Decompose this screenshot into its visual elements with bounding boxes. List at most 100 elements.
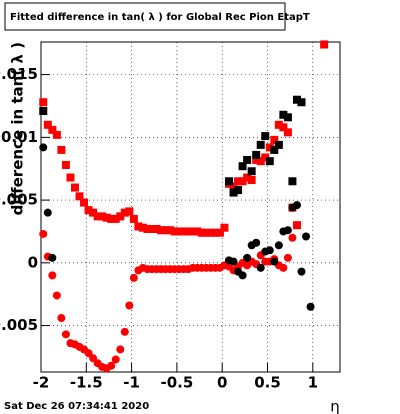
square-marker <box>39 98 48 107</box>
y-tick-label: 0.015 <box>0 65 38 83</box>
square-marker <box>283 128 292 137</box>
square-marker <box>157 226 166 235</box>
circle-marker <box>129 273 138 282</box>
square-marker <box>229 182 238 191</box>
circle-marker <box>265 246 274 255</box>
circle-marker <box>125 301 134 310</box>
square-marker <box>175 227 184 236</box>
x-tick-label: -1 <box>123 374 140 392</box>
square-marker <box>98 212 107 221</box>
footer-date: Sat Dec 26 07:34:41 2020 <box>4 401 149 412</box>
square-marker <box>202 228 211 237</box>
square-marker <box>48 125 57 134</box>
square-marker <box>320 40 329 49</box>
circle-marker <box>107 361 116 370</box>
square-marker <box>238 162 247 171</box>
circle-marker <box>238 271 247 280</box>
x-tick-label: -2 <box>33 374 50 392</box>
square-marker <box>70 183 79 192</box>
square-marker <box>211 228 220 237</box>
square-marker <box>138 223 147 232</box>
circle-marker <box>256 263 265 272</box>
circle-marker <box>111 355 120 364</box>
square-marker <box>129 214 138 223</box>
circle-marker <box>274 241 283 250</box>
square-marker <box>229 188 238 197</box>
square-marker <box>111 214 120 223</box>
square-marker <box>292 95 301 104</box>
x-tick-label: 0.5 <box>254 374 281 392</box>
square-marker <box>234 177 243 186</box>
square-marker <box>283 113 292 122</box>
square-marker <box>247 167 256 176</box>
square-marker <box>61 160 70 169</box>
square-marker <box>193 227 202 236</box>
square-marker <box>234 186 243 195</box>
y-tick-label: 0.01 <box>1 128 38 146</box>
square-marker <box>297 98 306 107</box>
circle-marker <box>48 253 57 262</box>
square-marker <box>39 107 48 116</box>
circle-marker <box>120 327 129 336</box>
square-marker <box>170 227 179 236</box>
square-marker <box>125 207 134 216</box>
square-marker <box>75 192 84 201</box>
circle-marker <box>292 201 301 210</box>
square-marker <box>256 157 265 166</box>
square-marker <box>161 226 170 235</box>
y-tick-label: 0.005 <box>0 191 38 209</box>
square-marker <box>84 206 93 215</box>
circle-marker <box>61 330 70 339</box>
square-marker <box>143 224 152 233</box>
square-marker <box>66 173 75 182</box>
square-marker <box>80 198 89 207</box>
square-marker <box>270 135 279 144</box>
circle-marker <box>229 257 238 266</box>
title-box <box>4 2 286 31</box>
square-marker <box>215 228 224 237</box>
circle-marker <box>52 291 61 300</box>
circle-marker <box>279 263 288 272</box>
circle-marker <box>283 253 292 262</box>
circle-marker <box>39 143 48 152</box>
square-marker <box>147 224 156 233</box>
x-tick-label: 0 <box>217 374 227 392</box>
square-marker <box>152 224 161 233</box>
circle-marker <box>243 253 252 262</box>
square-marker <box>89 208 98 217</box>
square-marker <box>243 173 252 182</box>
square-marker <box>184 227 193 236</box>
x-axis-title: η <box>330 398 340 414</box>
y-axis-title: difference in tan( λ ) <box>9 42 27 215</box>
square-marker <box>188 227 197 236</box>
square-marker <box>107 214 116 223</box>
square-marker <box>134 222 143 231</box>
circle-marker <box>43 208 52 217</box>
circle-marker <box>306 302 315 311</box>
circle-marker <box>283 226 292 235</box>
square-marker <box>225 177 234 186</box>
square-marker <box>252 155 261 164</box>
square-marker <box>52 130 61 139</box>
square-marker <box>256 140 265 149</box>
square-marker <box>166 226 175 235</box>
square-marker <box>197 228 206 237</box>
square-marker <box>243 155 252 164</box>
square-marker <box>274 140 283 149</box>
square-marker <box>206 228 215 237</box>
square-marker <box>120 208 129 217</box>
square-marker <box>57 145 66 154</box>
square-marker <box>247 176 256 185</box>
square-marker <box>265 143 274 152</box>
circle-marker <box>48 271 57 280</box>
square-marker <box>270 145 279 154</box>
plot-frame <box>40 41 341 373</box>
square-marker <box>279 123 288 132</box>
chart-title: Fitted difference in tan( λ ) for Global… <box>10 12 310 23</box>
square-marker <box>292 221 301 230</box>
circle-marker <box>288 233 297 242</box>
square-marker <box>252 150 261 159</box>
y-tick-label: 0 <box>28 253 38 271</box>
circle-marker <box>302 232 311 241</box>
